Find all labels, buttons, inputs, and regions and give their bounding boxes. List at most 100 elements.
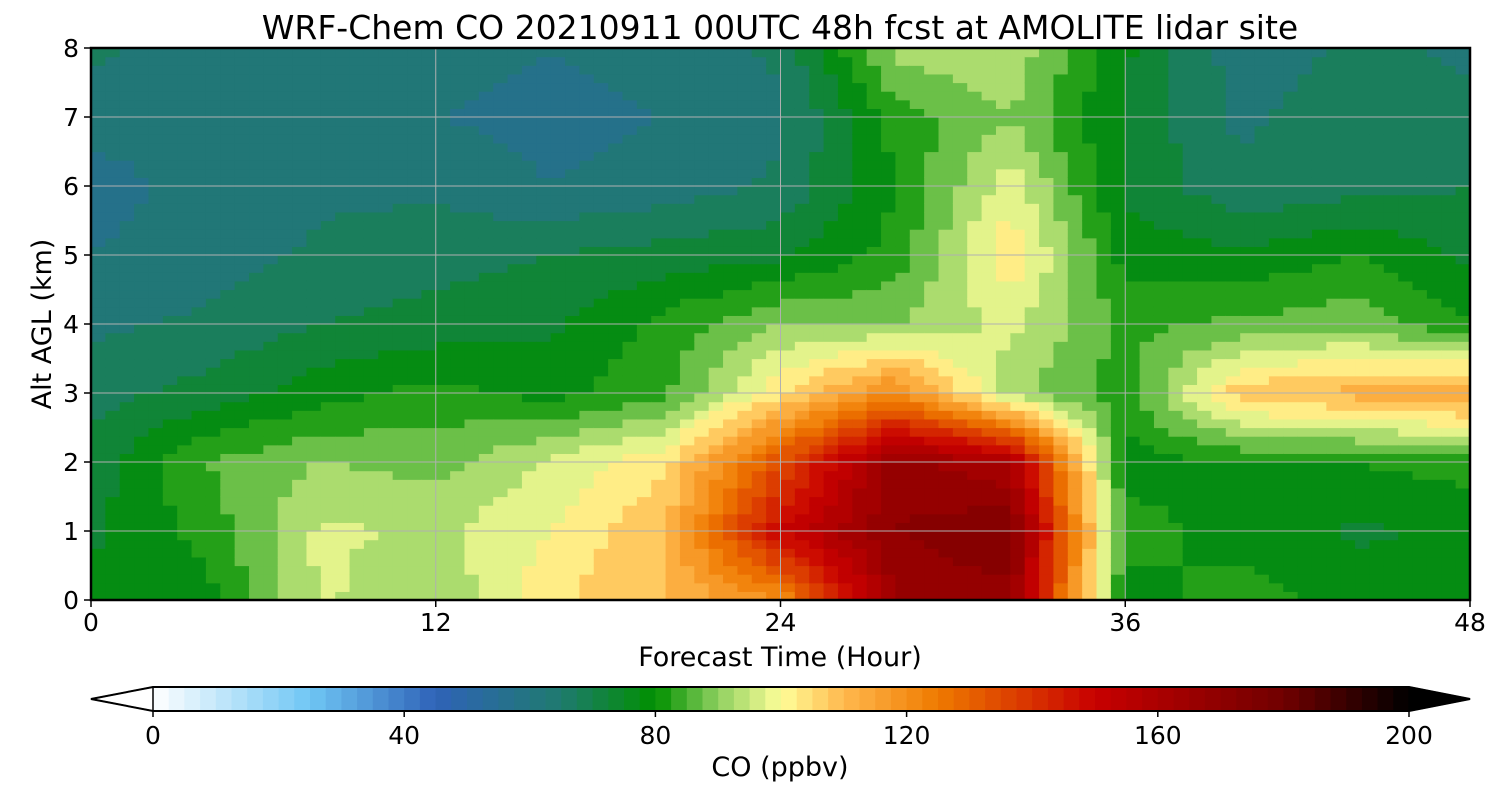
heatmap-cell [1039, 91, 1055, 101]
heatmap-cell [1197, 462, 1213, 472]
heatmap-cell [507, 160, 523, 170]
heatmap-cell [421, 246, 437, 256]
heatmap-cell [694, 358, 710, 368]
heatmap-cell [263, 298, 279, 308]
heatmap-cell [636, 211, 652, 222]
heatmap-cell [1168, 436, 1184, 446]
heatmap-cell [622, 73, 638, 84]
heatmap-cell [1110, 582, 1126, 592]
heatmap-cell [1082, 289, 1098, 299]
heatmap-cell [837, 341, 853, 351]
heatmap-cell [708, 539, 724, 549]
heatmap-cell [995, 565, 1011, 575]
heatmap-cell [608, 82, 624, 92]
heatmap-cell [694, 117, 710, 127]
heatmap-cell [1024, 522, 1040, 532]
heatmap-cell [335, 306, 351, 316]
heatmap-cell [995, 358, 1011, 368]
heatmap-cell [723, 298, 738, 308]
heatmap-cell [1110, 263, 1126, 273]
heatmap-cell [407, 565, 422, 575]
heatmap-cell [924, 384, 940, 394]
heatmap-cell [91, 263, 106, 273]
heatmap-cell [967, 168, 983, 178]
heatmap-cell [1182, 324, 1198, 334]
heatmap-cell [392, 306, 408, 316]
heatmap-cell [737, 487, 753, 498]
heatmap-cell [349, 99, 365, 109]
heatmap-cell [766, 341, 782, 351]
heatmap-cell [608, 186, 624, 196]
heatmap-cell [220, 229, 236, 239]
heatmap-cell [119, 410, 135, 420]
heatmap-cell [1096, 453, 1112, 463]
heatmap-cell [995, 548, 1011, 558]
heatmap-cell [450, 487, 466, 498]
heatmap-cell [148, 246, 164, 256]
heatmap-cell [981, 151, 997, 161]
heatmap-cell [665, 65, 681, 75]
heatmap-cell [349, 393, 365, 403]
heatmap-cell [622, 99, 638, 109]
heatmap-cell [1053, 548, 1069, 558]
heatmap-cell [464, 315, 480, 325]
heatmap-cell [1039, 548, 1055, 558]
heatmap-cell [521, 315, 537, 325]
heatmap-cell [205, 384, 221, 394]
heatmap-cell [909, 332, 925, 342]
heatmap-cell [335, 539, 351, 549]
heatmap-cell [622, 280, 638, 291]
heatmap-cell [292, 134, 308, 144]
heatmap-cell [349, 134, 365, 144]
heatmap-cell [665, 229, 681, 239]
heatmap-cell [1139, 91, 1155, 101]
heatmap-cell [1168, 99, 1184, 109]
heatmap-cell [593, 272, 609, 282]
heatmap-cell [392, 367, 408, 377]
heatmap-cell [881, 332, 897, 342]
heatmap-cell [952, 410, 968, 420]
heatmap-cell [191, 151, 207, 161]
heatmap-cell [119, 65, 135, 75]
heatmap-cell [837, 160, 853, 170]
heatmap-cell [421, 177, 437, 187]
heatmap-cell [220, 134, 236, 144]
heatmap-cell [1182, 453, 1198, 463]
heatmap-cell [1182, 91, 1198, 101]
heatmap-cell [378, 384, 394, 394]
heatmap-cell [205, 56, 221, 66]
heatmap-cell [823, 470, 839, 480]
heatmap-cell [636, 246, 652, 256]
heatmap-cell [837, 168, 853, 178]
heatmap-cell [148, 393, 164, 403]
heatmap-cell [249, 48, 264, 58]
heatmap-cell [1197, 539, 1213, 549]
heatmap-cell [521, 65, 537, 75]
heatmap-cell [1168, 168, 1184, 178]
heatmap-cell [249, 531, 264, 541]
heatmap-cell [852, 358, 868, 368]
heatmap-cell [881, 151, 897, 161]
heatmap-cell [636, 410, 652, 420]
heatmap-cell [320, 91, 336, 101]
heatmap-cell [651, 186, 667, 196]
heatmap-cell [1039, 280, 1055, 291]
heatmap-cell [378, 418, 394, 429]
heatmap-cell [967, 186, 983, 196]
heatmap-cell [478, 237, 494, 247]
heatmap-cell [679, 315, 695, 325]
heatmap-cell [924, 134, 940, 144]
heatmap-cell [205, 298, 221, 308]
heatmap-cell [478, 332, 494, 342]
heatmap-cell [1125, 401, 1141, 411]
heatmap-cell [636, 168, 652, 178]
heatmap-cell [708, 168, 724, 178]
heatmap-cell [335, 513, 351, 523]
heatmap-cell [780, 505, 796, 515]
heatmap-cell [493, 349, 509, 360]
heatmap-cell [608, 410, 624, 420]
heatmap-cell [1082, 349, 1098, 360]
heatmap-cell [565, 349, 580, 360]
heatmap-cell [435, 160, 451, 170]
heatmap-cell [249, 393, 264, 403]
